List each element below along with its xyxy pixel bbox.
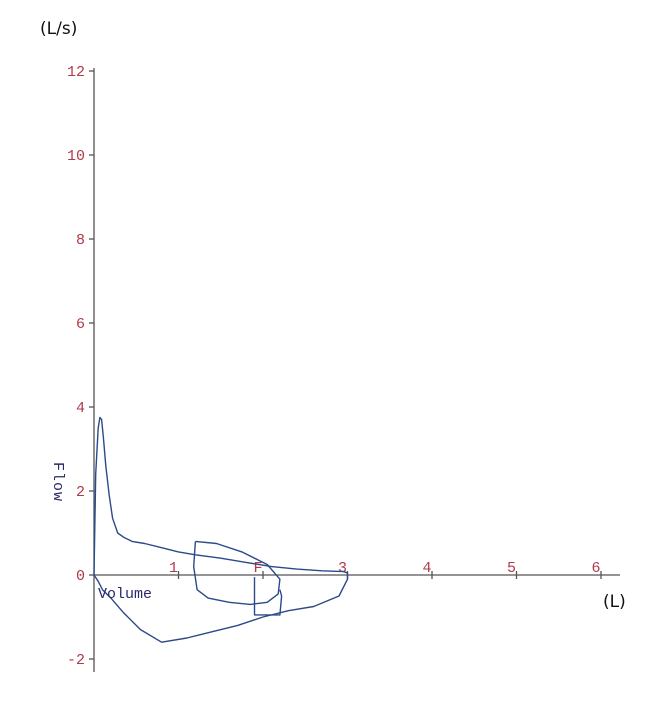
curves-group bbox=[93, 416, 349, 643]
y-tick-label: 2 bbox=[76, 484, 85, 501]
x-tick-label: 5 bbox=[507, 560, 516, 577]
y-axis-title: Flow bbox=[49, 462, 66, 502]
y-tick-label: 4 bbox=[76, 400, 85, 417]
x-tick-label: F bbox=[253, 560, 262, 577]
x-tick-label: 3 bbox=[338, 560, 347, 577]
y-tick-label: 12 bbox=[67, 64, 85, 81]
x-tick-label: 4 bbox=[422, 560, 431, 577]
y-tick-label: 8 bbox=[76, 232, 85, 249]
ticks-group: -2 0 2 4 6 8 10 12 1 F 3 4 5 6 bbox=[67, 64, 602, 669]
flow-volume-curve-3 bbox=[253, 577, 283, 616]
y-tick-label: 6 bbox=[76, 316, 85, 333]
y-tick-label: 0 bbox=[76, 568, 85, 585]
y-unit-label: (L/s) bbox=[40, 19, 77, 39]
flow-volume-curve-1 bbox=[93, 416, 349, 643]
x-unit-label: (L) bbox=[603, 592, 626, 612]
flow-volume-curve-2 bbox=[192, 540, 281, 606]
x-axis-title: Volume bbox=[98, 586, 152, 603]
y-tick-label: -2 bbox=[67, 652, 85, 669]
y-tick-label: 10 bbox=[67, 148, 85, 165]
y-axis-title-text: Flow bbox=[49, 462, 66, 502]
x-tick-label: 1 bbox=[169, 560, 178, 577]
x-tick-label: 6 bbox=[591, 560, 600, 577]
